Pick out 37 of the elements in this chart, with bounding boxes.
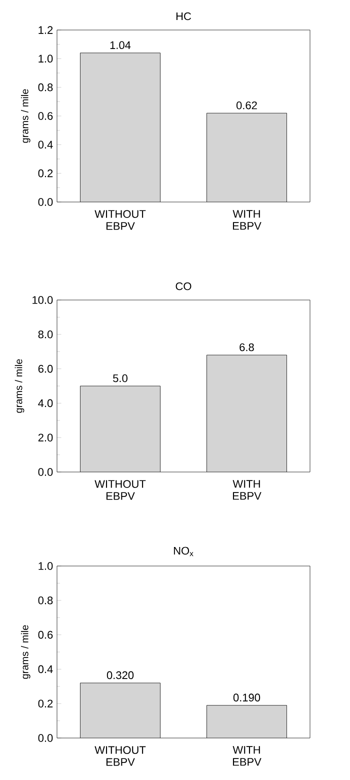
x-tick-label: WITHOUT EBPV bbox=[94, 746, 146, 766]
y-tick-label: 6.0 bbox=[38, 364, 53, 373]
y-axis-title: grams / mile bbox=[14, 359, 24, 413]
y-tick-label: 0.2 bbox=[38, 700, 53, 708]
y-tick-label: 2.0 bbox=[38, 434, 53, 442]
y-tick-label: 0.8 bbox=[38, 596, 53, 604]
data-label: 0.320 bbox=[106, 671, 134, 680]
x-tick-label: WITHOUT EBPV bbox=[94, 480, 146, 500]
y-tick-label: 0.0 bbox=[38, 198, 53, 206]
y-tick-label: 8.0 bbox=[38, 330, 53, 338]
chart-title: HC bbox=[176, 12, 192, 20]
x-tick-label: WITHOUT EBPV bbox=[94, 210, 146, 230]
y-tick-label: 10.0 bbox=[32, 296, 53, 304]
chart-title: NO$_{x}$ bbox=[174, 546, 194, 556]
y-tick-label: 1.0 bbox=[38, 562, 53, 570]
y-tick-label: 1.0 bbox=[38, 54, 53, 63]
y-tick-label: 0.4 bbox=[38, 140, 53, 149]
data-label: 0.190 bbox=[233, 694, 260, 702]
y-tick-label: 0.0 bbox=[38, 734, 53, 742]
y-axis-title: grams / mile bbox=[20, 89, 30, 143]
y-tick-label: 0.2 bbox=[38, 169, 53, 178]
y-axis-title: grams / mile bbox=[20, 625, 30, 679]
x-tick-label: WITH EBPV bbox=[232, 210, 262, 230]
data-label: 6.8 bbox=[240, 343, 254, 352]
x-tick-label: WITH EBPV bbox=[232, 480, 262, 500]
x-tick-label: WITH EBPV bbox=[232, 746, 262, 766]
y-tick-label: 1.2 bbox=[38, 26, 53, 34]
data-label: 1.04 bbox=[110, 41, 131, 50]
y-tick-label: 0.4 bbox=[38, 665, 53, 674]
chart-title: CO bbox=[176, 282, 192, 290]
y-tick-label: 0.6 bbox=[38, 112, 53, 120]
data-label: 0.62 bbox=[236, 101, 257, 110]
y-tick-label: 0.8 bbox=[38, 83, 53, 92]
data-label: 5.0 bbox=[113, 374, 128, 382]
y-tick-label: 0.6 bbox=[38, 630, 53, 639]
y-tick-label: 4.0 bbox=[38, 399, 53, 408]
y-tick-label: 0.0 bbox=[38, 468, 53, 476]
